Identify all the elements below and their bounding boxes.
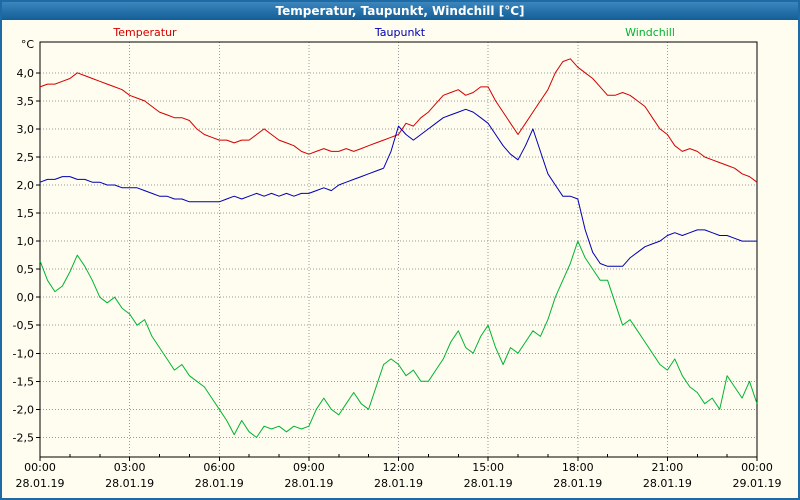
x-tick-date-label: 28.01.19 [16,477,65,490]
y-tick-label: 1,5 [17,207,35,220]
x-tick-time-label: 00:00 [741,461,773,474]
y-tick-label: 2,0 [17,179,35,192]
y-tick-label: 1,0 [17,235,35,248]
x-tick-date-label: 28.01.19 [464,477,513,490]
x-tick-time-label: 03:00 [114,461,146,474]
y-tick-label: 0,5 [17,263,35,276]
y-tick-label: 0,0 [17,291,35,304]
x-tick-date-label: 28.01.19 [105,477,154,490]
y-tick-label: 3,5 [17,95,35,108]
x-tick-time-label: 00:00 [24,461,56,474]
chart: 4,0 3,5 3,0 2,5 2,0 1,5 1,0 0,5 0,0 -0,5 -1,0 -1,5 -… [13,38,782,490]
legend-item-windchill: Windchill [625,26,675,39]
legend-item-temperatur: Temperatur [113,26,177,39]
title-bar: Temperatur, Taupunkt, Windchill [°C] [2,2,798,20]
y-axis-unit-label: °C [21,38,35,51]
legend-item-taupunkt: Taupunkt [374,26,426,39]
y-tick-label: 3,0 [17,123,35,136]
y-tick-label: -1,5 [13,375,34,388]
x-tick-time-label: 18:00 [562,461,594,474]
y-tick-label: -2,0 [13,403,34,416]
series-line-windchill [39,240,758,438]
x-tick-date-label: 29.01.19 [733,477,782,490]
series-line-temperatur [39,58,758,183]
x-tick-date-label: 28.01.19 [284,477,333,490]
y-tick-label: -2,5 [13,431,34,444]
y-tick-label: -1,0 [13,347,34,360]
chart-title: Temperatur, Taupunkt, Windchill [°C] [275,4,525,18]
x-tick-time-label: 15:00 [472,461,504,474]
series-line-taupunkt [39,108,757,267]
x-tick-date-label: 28.01.19 [374,477,423,490]
y-tick-label: -0,5 [13,319,34,332]
y-tick-label: 4,0 [17,67,35,80]
x-tick-time-label: 21:00 [652,461,684,474]
x-tick-time-label: 12:00 [383,461,415,474]
y-tick-label: 2,5 [17,151,35,164]
x-tick-date-label: 28.01.19 [553,477,602,490]
x-tick-time-label: 09:00 [293,461,325,474]
x-tick-date-label: 28.01.19 [643,477,692,490]
x-tick-date-label: 28.01.19 [195,477,244,490]
x-tick-time-label: 06:00 [203,461,235,474]
